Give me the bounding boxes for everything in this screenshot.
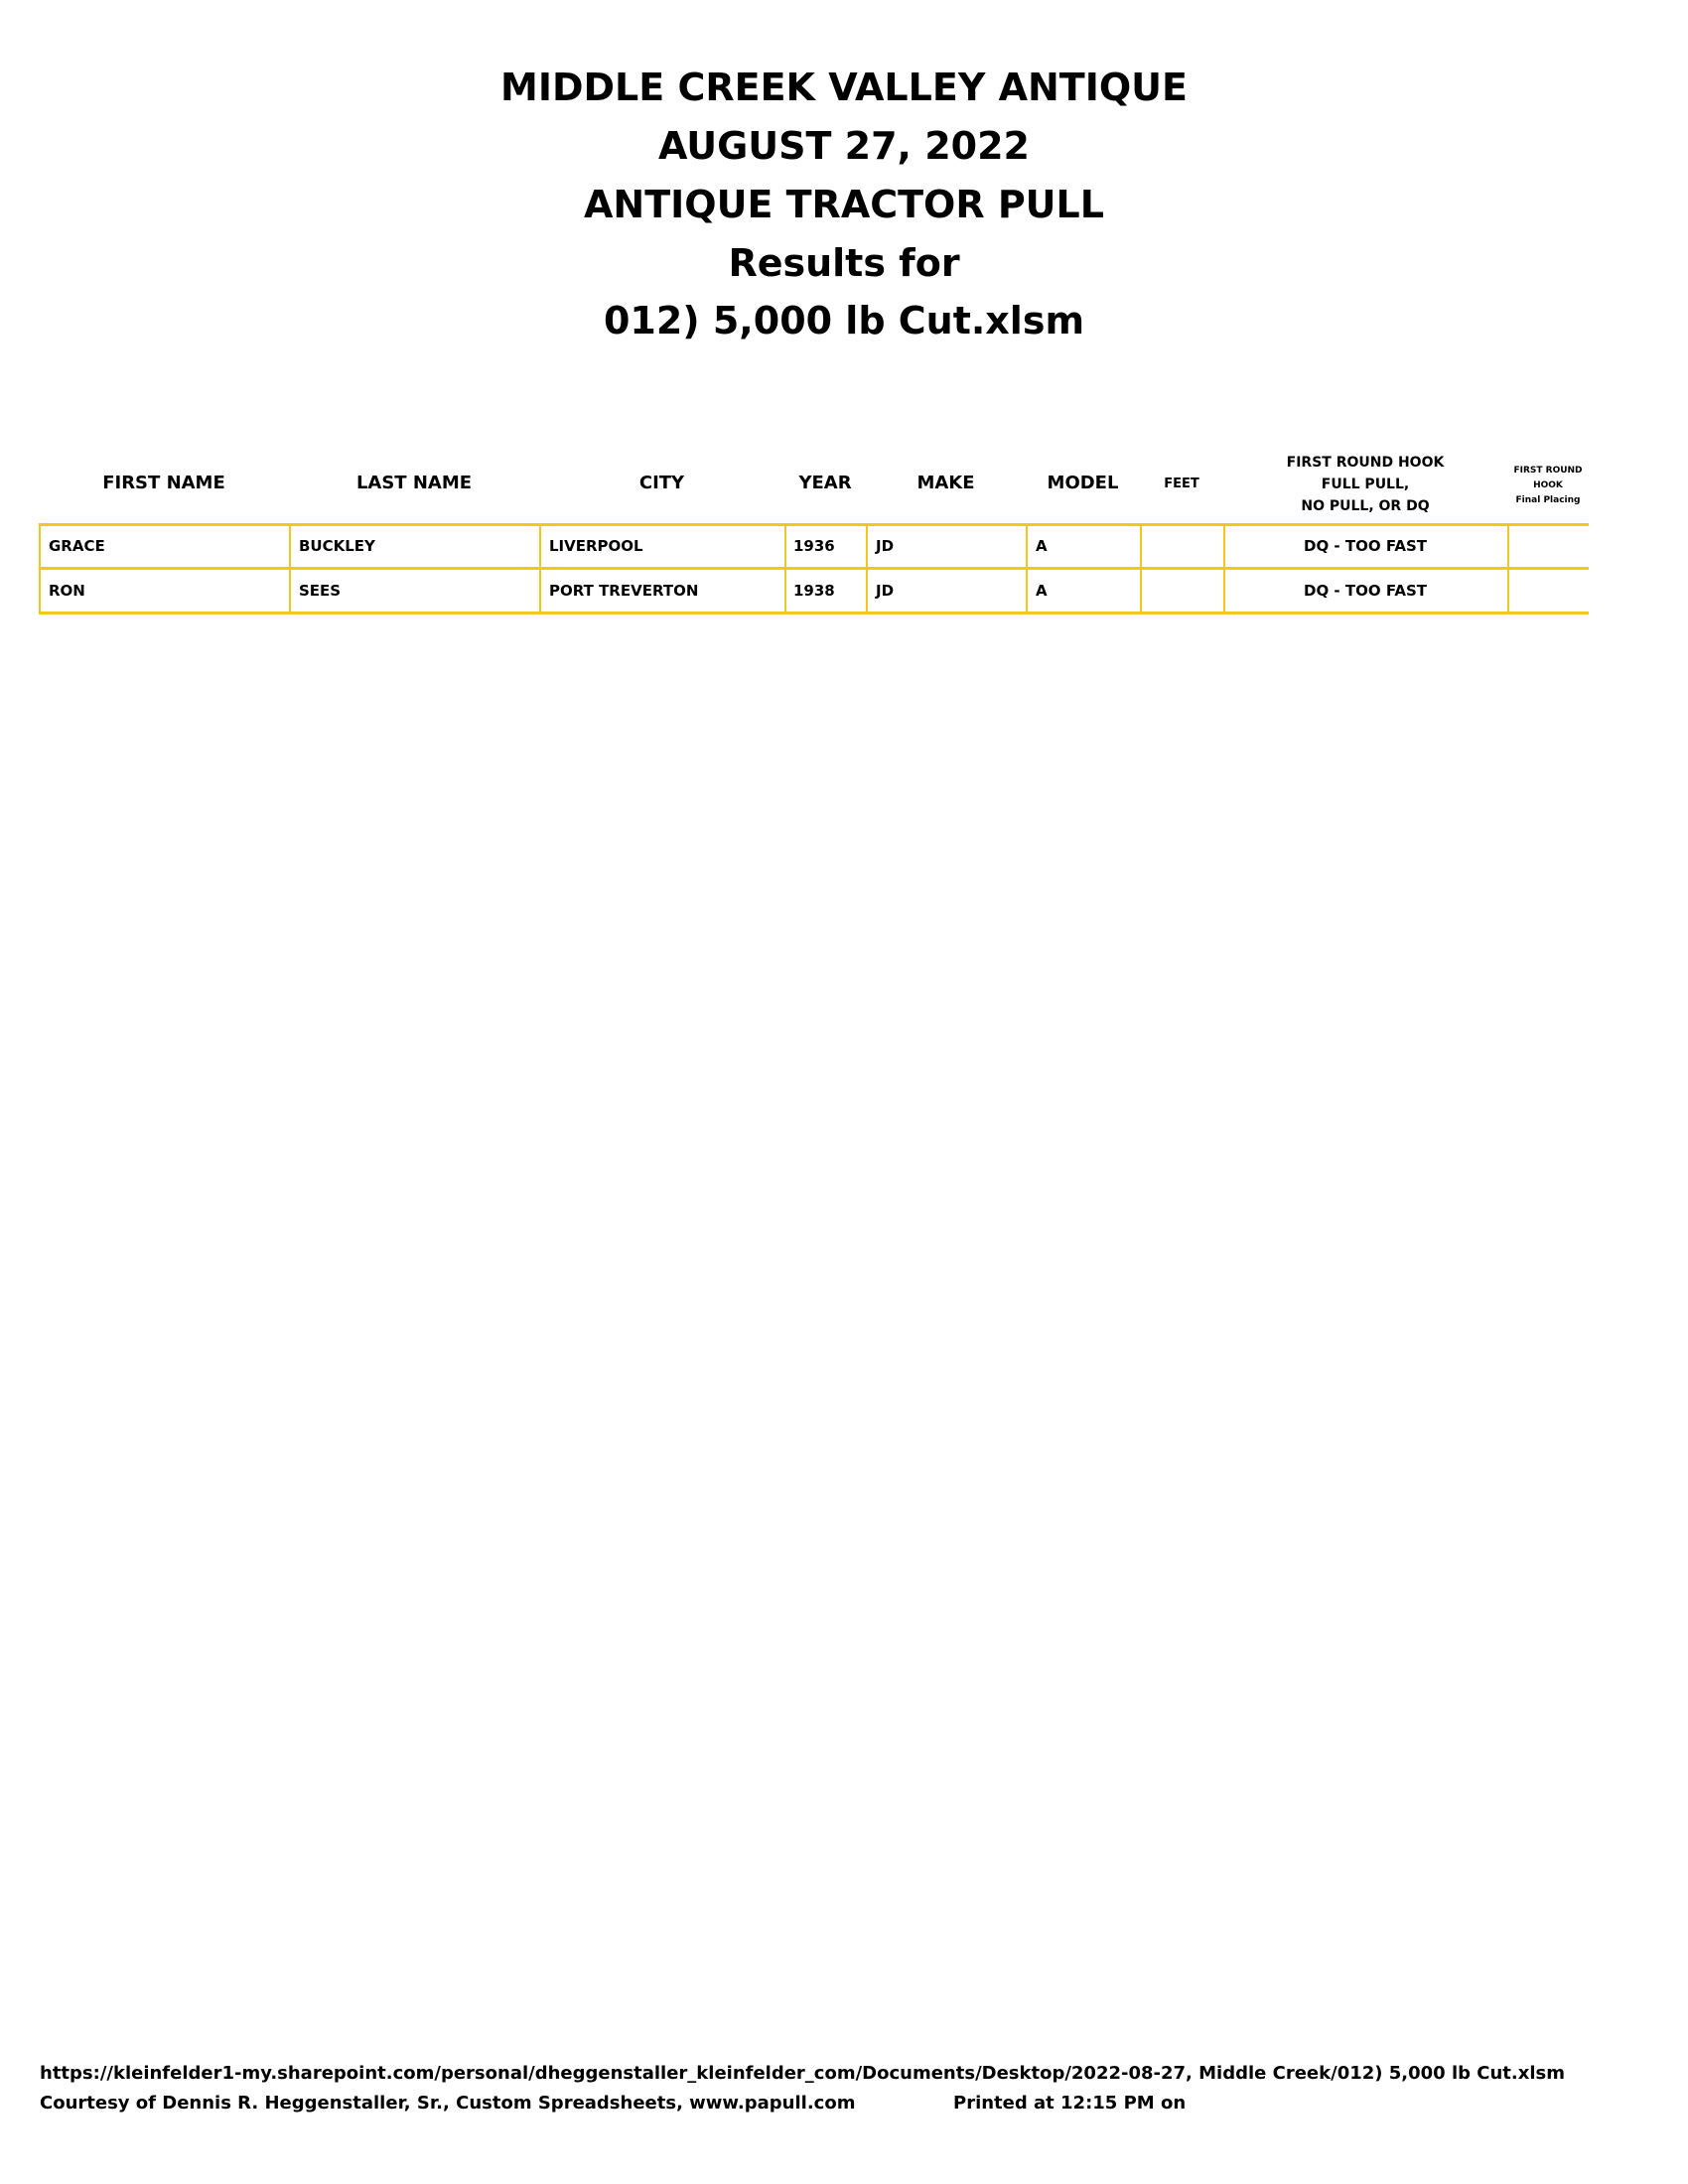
- title-line-2: AUGUST 27, 2022: [658, 124, 1030, 168]
- header-hook-line-3: NO PULL, OR DQ: [1301, 498, 1430, 514]
- cell-model: A: [1036, 582, 1048, 600]
- header-placing-line-1: FIRST ROUND: [1513, 466, 1583, 476]
- row-divider: [39, 567, 1589, 570]
- footer-printed: Printed at 12:15 PM on: [953, 2093, 1187, 2114]
- header-hook-line-2: FULL PULL,: [1321, 477, 1410, 492]
- column-divider: [1223, 523, 1225, 614]
- cell-model: A: [1036, 537, 1048, 555]
- footer-courtesy: Courtesy of Dennis R. Heggenstaller, Sr.…: [40, 2093, 856, 2114]
- header-feet: FEET: [1164, 477, 1199, 491]
- cell-last-name: SEES: [299, 582, 342, 600]
- results-table: GRACE BUCKLEY LIVERPOOL 1936 JD A DQ - T…: [39, 523, 1589, 614]
- cell-result: DQ - TOO FAST: [1304, 582, 1427, 600]
- cell-last-name: BUCKLEY: [299, 537, 375, 555]
- cell-city: LIVERPOOL: [549, 537, 643, 555]
- cell-make: JD: [876, 537, 895, 555]
- cell-first-name: GRACE: [49, 537, 105, 555]
- header-first-round-hook: FIRST ROUND HOOK FULL PULL, NO PULL, OR …: [1223, 452, 1507, 517]
- column-divider: [1140, 523, 1142, 614]
- title-line-4: Results for: [728, 241, 960, 285]
- cell-year: 1938: [793, 582, 835, 600]
- header-placing-line-3: Final Placing: [1515, 495, 1581, 505]
- cell-make: JD: [876, 582, 895, 600]
- header-year: YEAR: [798, 473, 852, 493]
- column-divider: [1026, 523, 1028, 614]
- footer-file-path: https://kleinfelder1-my.sharepoint.com/p…: [40, 2063, 1565, 2084]
- header-model: MODEL: [1047, 473, 1119, 493]
- title-line-5: 012) 5,000 lb Cut.xlsm: [603, 299, 1085, 342]
- column-divider: [1507, 523, 1509, 614]
- cell-first-name: RON: [49, 582, 85, 600]
- cell-result: DQ - TOO FAST: [1304, 537, 1427, 555]
- title-line-1: MIDDLE CREEK VALLEY ANTIQUE: [500, 66, 1188, 109]
- header-city: CITY: [638, 473, 685, 493]
- cell-year: 1936: [793, 537, 835, 555]
- header-final-placing: FIRST ROUND HOOK Final Placing: [1507, 464, 1589, 508]
- column-divider: [39, 523, 41, 614]
- cell-city: PORT TREVERTON: [549, 582, 699, 600]
- header-first-name: FIRST NAME: [102, 473, 225, 493]
- row-divider: [39, 523, 1589, 526]
- column-divider: [866, 523, 868, 614]
- header-placing-line-2: HOOK: [1533, 480, 1563, 490]
- header-hook-line-1: FIRST ROUND HOOK: [1286, 455, 1445, 471]
- column-divider: [784, 523, 786, 614]
- row-divider: [39, 612, 1589, 614]
- column-divider: [539, 523, 541, 614]
- title-line-3: ANTIQUE TRACTOR PULL: [584, 183, 1104, 226]
- header-make: MAKE: [916, 473, 975, 493]
- column-divider: [289, 523, 291, 614]
- header-last-name: LAST NAME: [355, 473, 473, 493]
